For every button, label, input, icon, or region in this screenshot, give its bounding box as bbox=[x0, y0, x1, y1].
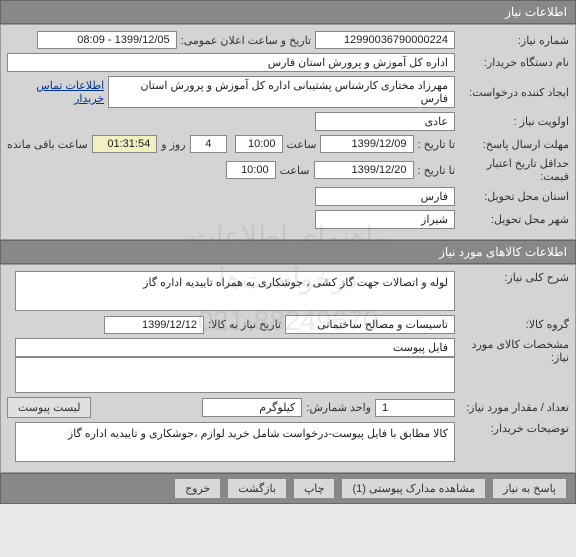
priority-field: عادی bbox=[315, 112, 455, 131]
view-attach-button[interactable]: مشاهده مدارک پیوستی (1) bbox=[341, 478, 486, 499]
qty-field: 1 bbox=[375, 399, 455, 417]
need-no-label: شماره نیاز: bbox=[459, 34, 569, 47]
section1-header: اطلاعات نیاز bbox=[0, 0, 576, 24]
contact-link[interactable]: اطلاعات تماس خریدار bbox=[7, 79, 104, 105]
unit-field: کیلوگرم bbox=[202, 398, 302, 417]
deadline-label: مهلت ارسال پاسخ: bbox=[459, 138, 569, 151]
days-label: روز و bbox=[161, 138, 185, 151]
remain-label: ساعت باقی مانده bbox=[7, 138, 88, 151]
back-button[interactable]: بازگشت bbox=[227, 478, 287, 499]
desc-field: لوله و اتصالات جهت گاز کشی ، جوشکاری به … bbox=[15, 271, 455, 311]
group-label: گروه کالا: bbox=[459, 318, 569, 331]
attach-label-field: فایل پیوست bbox=[15, 338, 455, 357]
exit-button[interactable]: خروج bbox=[174, 478, 221, 499]
section1-title: اطلاعات نیاز bbox=[505, 5, 567, 19]
section1-body: شماره نیاز: 12990036790000224 تاریخ و سا… bbox=[0, 24, 576, 240]
min-cred-date-field: 1399/12/20 bbox=[314, 161, 414, 179]
city-label: شهر محل تحویل: bbox=[459, 213, 569, 226]
unit-label: واحد شمارش: bbox=[306, 401, 371, 414]
announce-field: 1399/12/05 - 08:09 bbox=[37, 31, 177, 49]
priority-label: اولویت نیاز : bbox=[459, 115, 569, 128]
group-field: تاسیسات و مصالح ساختمانی bbox=[285, 315, 455, 334]
desc-label: شرح کلی نیاز: bbox=[459, 271, 569, 284]
need-date-label: تاریخ نیاز به کالا: bbox=[208, 318, 281, 331]
qty-label: تعداد / مقدار مورد نیاز: bbox=[459, 401, 569, 414]
section2-body: شرح کلی نیاز: لوله و اتصالات جهت گاز کشی… bbox=[0, 264, 576, 473]
time-label-2: ساعت bbox=[280, 164, 310, 177]
notes-label: توضیحات خریدار: bbox=[459, 422, 569, 435]
min-cred-label: حداقل تاریخ اعتبار قیمت: bbox=[459, 157, 569, 183]
creator-field: مهرزاد مختاری کارشناس پشتیبانی اداره کل … bbox=[108, 76, 455, 108]
need-no-field: 12990036790000224 bbox=[315, 31, 455, 49]
print-button[interactable]: چاپ bbox=[293, 478, 336, 499]
buyer-label: نام دستگاه خریدار: bbox=[459, 56, 569, 69]
countdown-field: 01:31:54 bbox=[92, 135, 157, 153]
need-date-field: 1399/12/12 bbox=[104, 316, 204, 334]
province-field: فارس bbox=[315, 187, 455, 206]
city-field: شیراز bbox=[315, 210, 455, 229]
days-field: 4 bbox=[190, 135, 228, 153]
button-bar: پاسخ به نیاز مشاهده مدارک پیوستی (1) چاپ… bbox=[0, 473, 576, 504]
section2-title: اطلاعات کالاهای مورد نیاز bbox=[439, 245, 567, 259]
announce-label: تاریخ و ساعت اعلان عمومی: bbox=[181, 34, 311, 47]
spec-label: مشخصات کالای مورد نیاز: bbox=[459, 338, 569, 364]
buyer-field: اداره کل آموزش و پرورش استان فارس bbox=[7, 53, 455, 72]
until-label: تا تاریخ : bbox=[418, 138, 455, 151]
min-cred-time-field: 10:00 bbox=[226, 161, 276, 179]
time-label-1: ساعت bbox=[287, 138, 317, 151]
spec-field bbox=[15, 357, 455, 393]
section2-header: اطلاعات کالاهای مورد نیاز bbox=[0, 240, 576, 264]
notes-field: کالا مطابق با فایل پیوست-درخواست شامل خر… bbox=[15, 422, 455, 462]
province-label: استان محل تحویل: bbox=[459, 190, 569, 203]
until-label-2: تا تاریخ : bbox=[418, 164, 455, 177]
reply-button[interactable]: پاسخ به نیاز bbox=[492, 478, 567, 499]
deadline-date-field: 1399/12/09 bbox=[320, 135, 413, 153]
creator-label: ایجاد کننده درخواست: bbox=[459, 86, 569, 99]
deadline-time-field: 10:00 bbox=[235, 135, 282, 153]
attach-list-button[interactable]: لیست پیوست bbox=[7, 397, 91, 418]
